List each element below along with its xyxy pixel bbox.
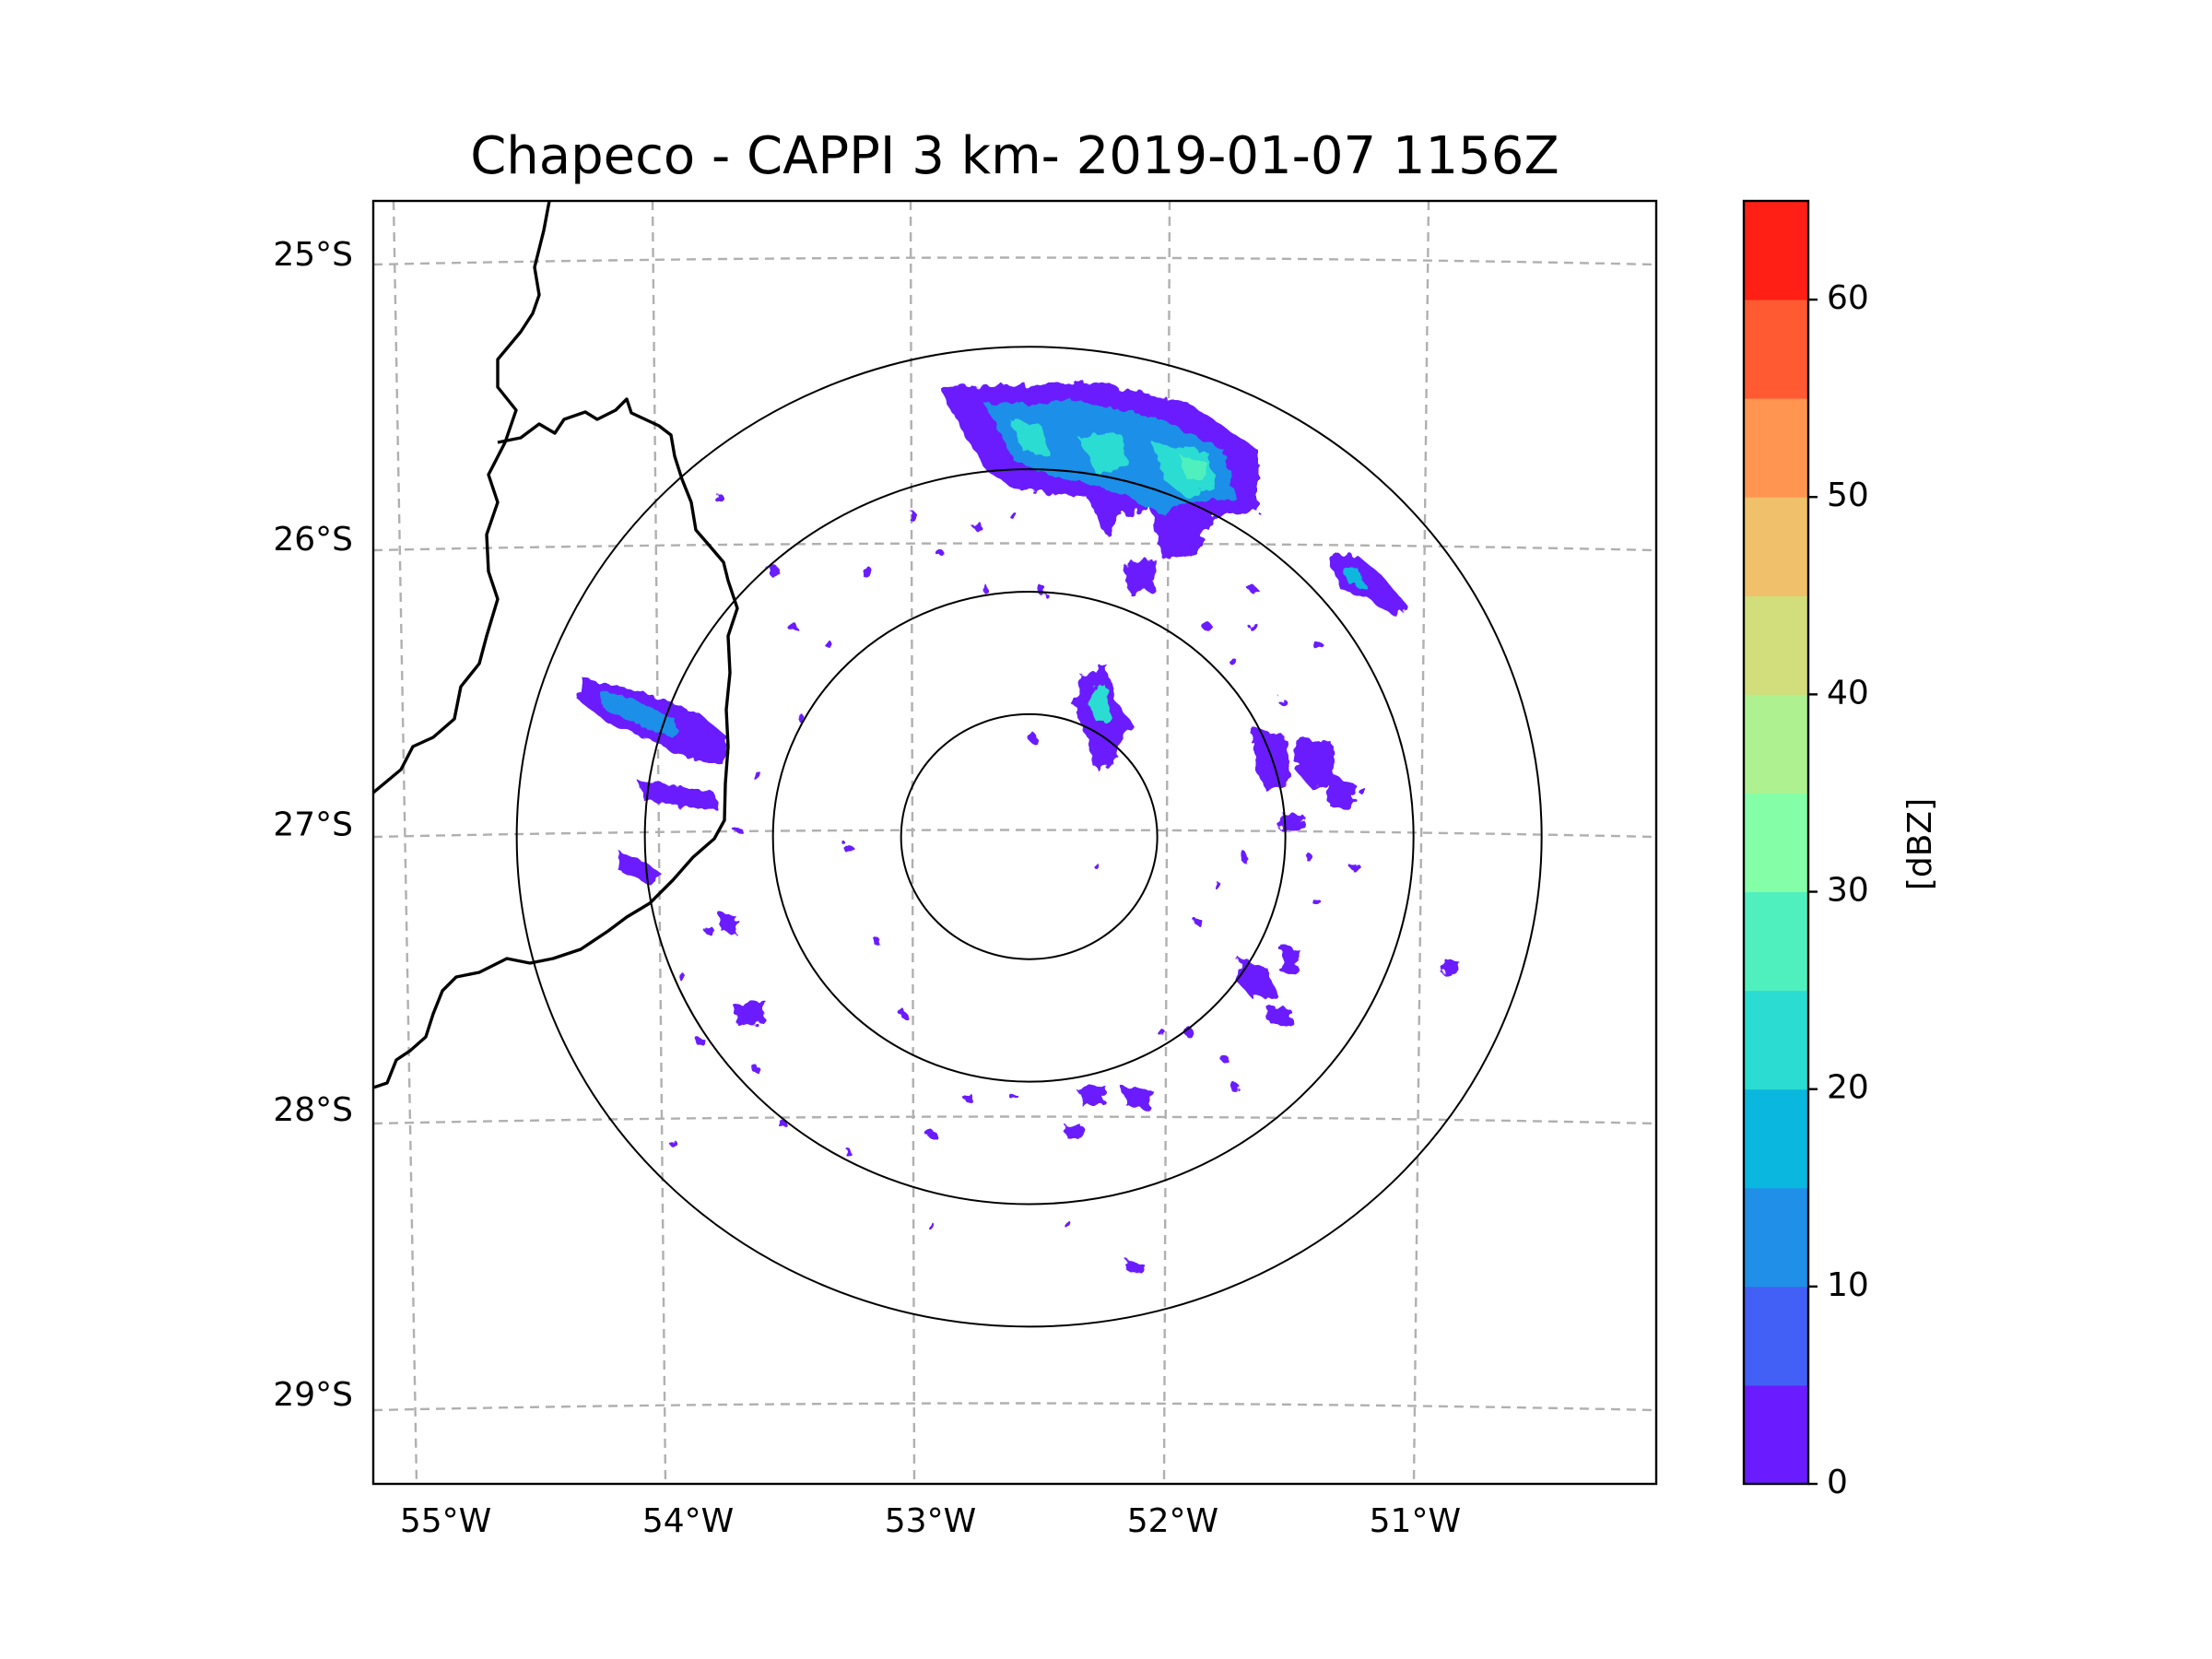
- echo-east-g: [1265, 1005, 1292, 1028]
- parallel-25s: [373, 256, 1656, 266]
- echo-east-cluster: [719, 560, 1458, 1274]
- echo-sw-b: [719, 912, 737, 933]
- meridian-52w: [1162, 201, 1171, 1484]
- echo-ne-small: [1123, 560, 1157, 594]
- echo-east-h: [1078, 1086, 1106, 1106]
- echo-east-f: [1281, 945, 1300, 977]
- colorbar-tick-label: 0: [1827, 1464, 1848, 1501]
- meridian-54w: [651, 201, 667, 1484]
- meridian-55w: [392, 201, 418, 1484]
- meridian-51w: [1412, 201, 1430, 1484]
- echo-west-core: [597, 689, 677, 737]
- x-axis-ticks: 55°W 54°W 53°W 52°W 51°W: [400, 1502, 1461, 1540]
- echo-west-strip: [636, 779, 719, 811]
- y-tick-label: 26°S: [273, 521, 353, 559]
- x-tick-label: 53°W: [885, 1502, 976, 1540]
- colorbar-tick-label: 60: [1827, 279, 1869, 317]
- colorbar-tick-label: 20: [1827, 1069, 1869, 1107]
- border-misiones: [373, 397, 739, 1089]
- echo-northeast-core: [1341, 567, 1366, 588]
- range-ring: [643, 468, 1415, 1206]
- colorbar-segment: [1744, 891, 1808, 992]
- country-borders: [373, 201, 739, 1089]
- colorbar-segment: [1744, 1286, 1808, 1386]
- x-tick-label: 54°W: [642, 1502, 734, 1540]
- radar-echoes: [579, 382, 1458, 1274]
- colorbar-label: [dBZ]: [1901, 798, 1939, 890]
- colorbar-segment: [1744, 398, 1808, 498]
- colorbar-segment: [1744, 1384, 1808, 1485]
- echo-north-band-30dbz: [1182, 456, 1207, 481]
- echo-s-a: [1065, 1124, 1083, 1141]
- colorbar-segment: [1744, 201, 1808, 300]
- colorbar-segment: [1744, 300, 1808, 399]
- x-tick-label: 55°W: [400, 1502, 491, 1540]
- colorbar-segment: [1744, 1088, 1808, 1189]
- parallel-27s: [373, 829, 1656, 839]
- x-tick-label: 52°W: [1127, 1502, 1218, 1540]
- colorbar-segment: [1744, 595, 1808, 695]
- echo-east-b: [1295, 737, 1336, 791]
- echo-north-band-20dbz: [1009, 419, 1215, 496]
- graticule: [373, 201, 1656, 1484]
- echo-scatter: [669, 493, 1368, 1230]
- colorbar-segment: [1744, 1187, 1808, 1288]
- range-ring: [515, 346, 1543, 1328]
- echo-east-j: [1443, 959, 1458, 979]
- range-ring: [771, 591, 1287, 1083]
- y-tick-label: 25°S: [273, 236, 353, 274]
- colorbar-segment: [1744, 497, 1808, 596]
- range-rings: [515, 346, 1543, 1328]
- echo-sw-a: [733, 1000, 765, 1025]
- parallel-26s: [373, 542, 1656, 552]
- echo-east-c: [1327, 774, 1355, 811]
- colorbar-segment: [1744, 990, 1808, 1090]
- border-brazil-paraguay: [373, 201, 551, 794]
- colorbar-segment: [1744, 694, 1808, 794]
- echo-east-i: [1123, 1088, 1152, 1111]
- colorbar-frame: [1742, 199, 1810, 1486]
- echo-s-b: [1124, 1258, 1143, 1274]
- echo-northeast-cell: [1327, 553, 1406, 619]
- echo-central-core: [1089, 684, 1111, 724]
- echo-west-south: [618, 850, 664, 885]
- parallel-28s: [373, 1115, 1656, 1125]
- colorbar-tick-label: 40: [1827, 674, 1869, 712]
- colorbar: 0 10 20 30 40 50 60: [1742, 199, 1869, 1501]
- echo-east-e: [1237, 959, 1277, 1000]
- parallel-29s: [373, 1402, 1656, 1412]
- x-tick-label: 51°W: [1370, 1502, 1461, 1540]
- colorbar-tick-label: 10: [1827, 1266, 1869, 1304]
- map-frame: [371, 199, 1658, 1486]
- chart-title: Chapeco - CAPPI 3 km- 2019-01-07 1156Z: [470, 126, 1559, 186]
- range-ring: [900, 712, 1159, 960]
- echo-north-band: [940, 382, 1258, 558]
- meridian-53w: [909, 201, 916, 1484]
- y-tick-label: 28°S: [273, 1091, 353, 1129]
- echo-central-cell: [1074, 664, 1135, 770]
- y-tick-label: 27°S: [273, 806, 353, 844]
- echo-west-band: [579, 677, 728, 885]
- y-axis-ticks: 25°S 26°S 27°S 28°S 29°S: [273, 236, 353, 1414]
- colorbar-tick-label: 50: [1827, 477, 1869, 514]
- colorbar-tick-label: 30: [1827, 872, 1869, 910]
- y-tick-label: 29°S: [273, 1376, 353, 1414]
- colorbar-segment: [1744, 793, 1808, 893]
